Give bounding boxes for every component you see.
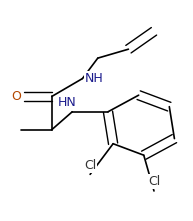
Text: Cl: Cl bbox=[84, 159, 96, 172]
Text: Cl: Cl bbox=[148, 175, 160, 189]
Text: NH: NH bbox=[85, 72, 104, 85]
Text: HN: HN bbox=[58, 96, 76, 109]
Text: O: O bbox=[11, 90, 21, 103]
